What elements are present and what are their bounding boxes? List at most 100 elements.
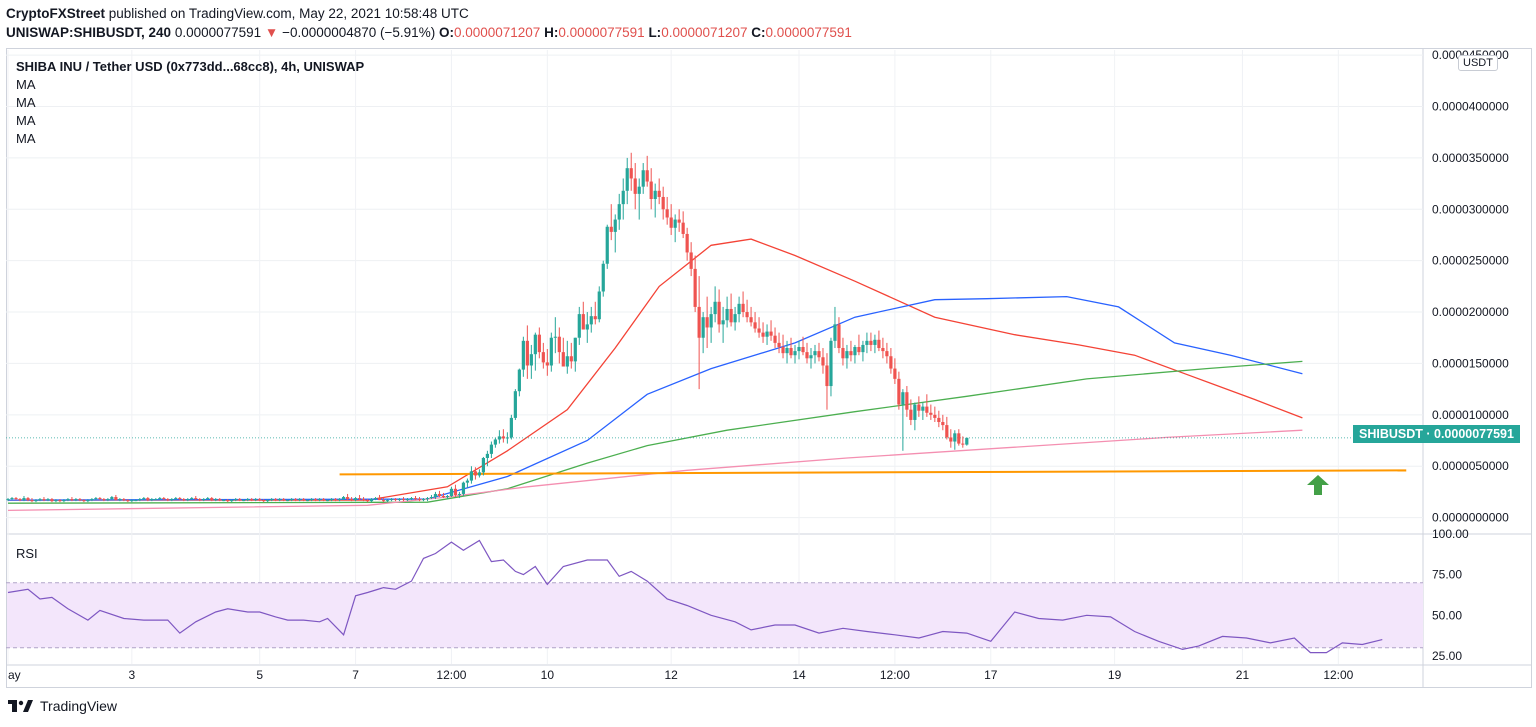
candle-body	[489, 444, 493, 454]
low-value: 0.0000071207	[661, 25, 748, 40]
candle-body	[701, 317, 705, 338]
candle	[737, 296, 741, 323]
legend-ma-2[interactable]: MA	[16, 95, 36, 110]
candle	[82, 499, 86, 503]
candle	[697, 276, 701, 390]
down-arrow-icon: ▼	[264, 25, 279, 40]
candle	[318, 498, 322, 502]
candle	[925, 394, 929, 417]
candle-body	[905, 392, 909, 410]
candle-body	[869, 340, 873, 345]
candle-body	[82, 500, 86, 502]
time-axis-label: 21	[1236, 668, 1250, 682]
candle-body	[425, 498, 430, 500]
candle	[649, 168, 653, 210]
candle	[182, 498, 186, 502]
candle-body	[401, 499, 406, 501]
candle-body	[865, 340, 869, 345]
candle	[385, 499, 390, 503]
candle	[957, 429, 961, 446]
candle-body	[421, 499, 426, 501]
candle-body	[290, 499, 294, 501]
candle-body	[853, 346, 857, 356]
candle-body	[793, 351, 797, 356]
candle-body	[493, 439, 497, 445]
currency-unit-badge[interactable]: USDT	[1458, 55, 1498, 71]
ma-line-1	[8, 238, 1303, 501]
candle-body	[897, 378, 901, 405]
candle-body	[457, 493, 462, 495]
candle-body	[613, 219, 617, 232]
legend-ma-1[interactable]: MA	[16, 77, 36, 92]
candle-body	[397, 499, 402, 501]
time-axis-label: ay	[8, 668, 21, 682]
candle-body	[90, 499, 94, 501]
candle	[349, 497, 354, 502]
candle	[110, 496, 114, 501]
candle-body	[861, 344, 865, 353]
candle-body	[817, 351, 821, 358]
candle	[605, 224, 609, 269]
candle	[369, 498, 374, 503]
candle	[733, 306, 737, 331]
candle	[10, 497, 14, 501]
candle	[457, 491, 462, 499]
candle-body	[685, 233, 689, 253]
candle	[170, 498, 174, 502]
candle	[485, 450, 489, 467]
time-axis-label: 7	[352, 668, 359, 682]
candle-body	[318, 499, 322, 501]
candle-body	[170, 499, 174, 501]
candle-body	[769, 331, 773, 336]
candle-body	[929, 412, 933, 415]
candle-body	[729, 308, 733, 323]
candle	[146, 497, 150, 502]
legend-ma-4[interactable]: MA	[16, 131, 36, 146]
candle	[417, 497, 422, 502]
candle	[665, 196, 669, 225]
candle	[393, 498, 398, 502]
candle	[58, 499, 62, 503]
price-axis-label: 0.0000400000	[1432, 100, 1509, 114]
time-axis-label: 5	[256, 668, 263, 682]
candle	[186, 498, 190, 502]
publisher-name[interactable]: CryptoFXStreet	[6, 6, 106, 21]
candle	[901, 389, 905, 451]
close-value: 0.0000077591	[765, 25, 852, 40]
candle	[897, 371, 901, 410]
candle-body	[234, 499, 238, 501]
time-axis-label: 10	[541, 668, 555, 682]
candle-body	[469, 471, 474, 481]
candle	[441, 492, 446, 499]
candle	[545, 349, 549, 376]
candle-body	[681, 222, 685, 234]
candle	[505, 432, 509, 444]
footer-branding[interactable]: TradingView	[8, 698, 117, 714]
candle	[222, 499, 226, 502]
candle-body	[669, 217, 673, 228]
candle	[26, 497, 30, 502]
candle	[421, 498, 426, 502]
candle-body	[150, 499, 154, 501]
candle	[849, 340, 853, 362]
candle	[853, 344, 857, 364]
candle-body	[477, 472, 482, 476]
candle	[593, 301, 597, 325]
candle-body	[805, 352, 809, 359]
candle-body	[849, 351, 853, 356]
rsi-legend-label[interactable]: RSI	[16, 546, 38, 561]
candle	[274, 498, 278, 502]
candle	[190, 497, 194, 501]
legend-ma-3[interactable]: MA	[16, 113, 36, 128]
candle	[913, 402, 917, 431]
candle	[230, 499, 234, 503]
candle	[729, 293, 733, 327]
candle	[773, 327, 777, 349]
candle	[725, 296, 729, 328]
candle	[337, 498, 342, 502]
candle	[881, 337, 885, 359]
candle-body	[785, 348, 789, 354]
candle	[214, 498, 218, 502]
candle	[921, 402, 925, 420]
